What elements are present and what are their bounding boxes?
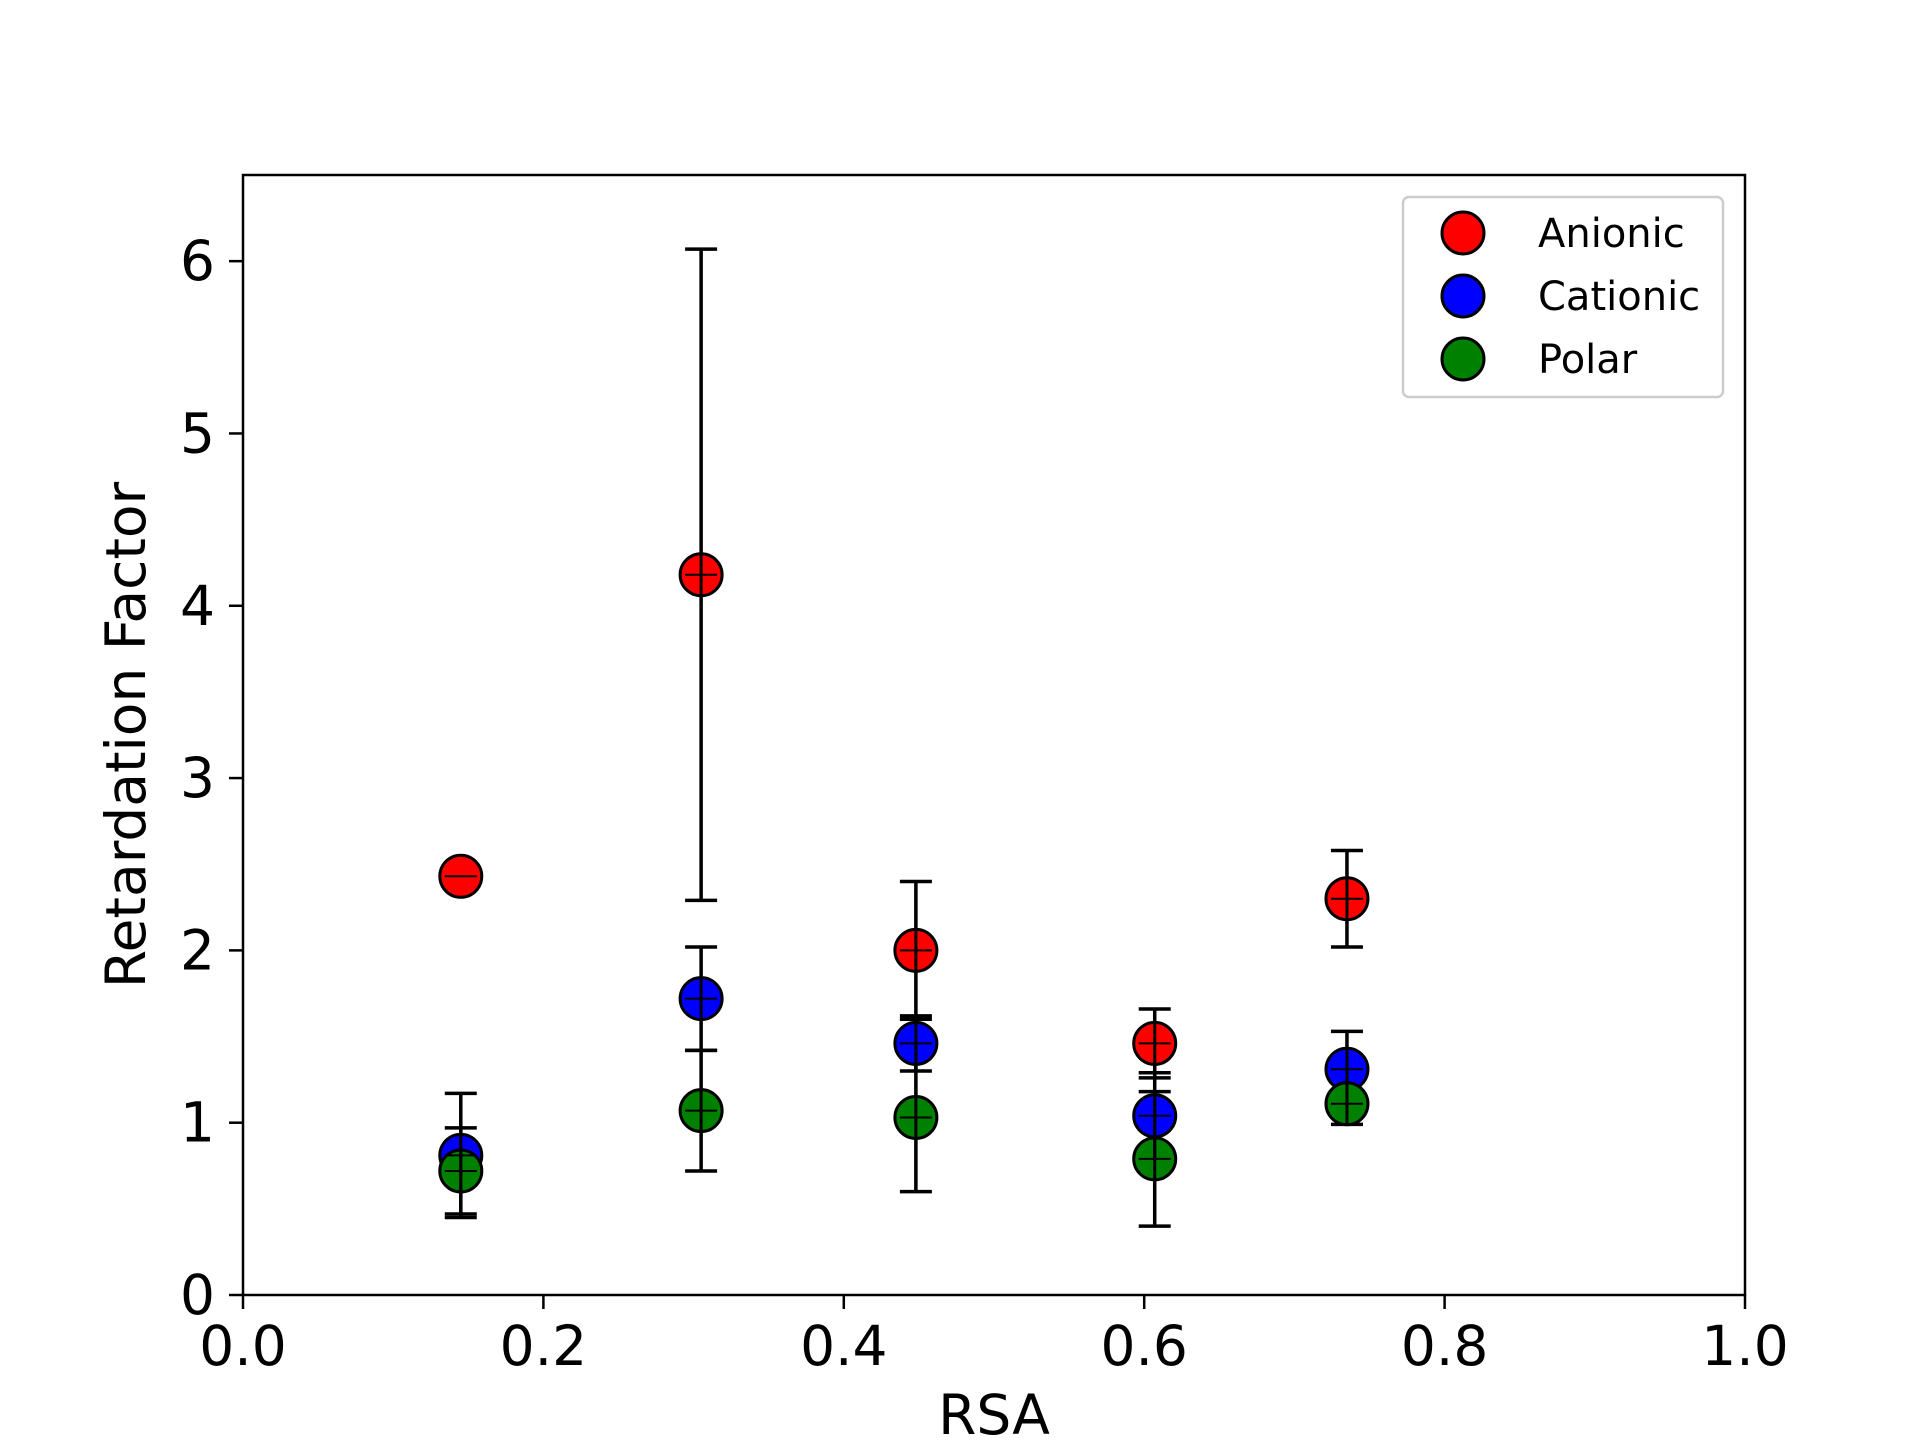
x-tick-label: 0.6 (1100, 1314, 1187, 1378)
legend-marker-polar (1440, 336, 1486, 382)
x-tick-label: 0.4 (800, 1314, 887, 1378)
y-tick-label: 1 (180, 1091, 215, 1155)
y-axis-ticks: 0 1 2 3 4 5 6 (180, 229, 243, 1327)
y-tick-label: 5 (180, 401, 215, 465)
x-tick-label: 0.2 (500, 1314, 587, 1378)
x-axis-ticks: 0.0 0.2 0.4 0.6 0.8 1.0 (199, 1295, 1789, 1378)
legend-label-anionic: Anionic (1538, 211, 1685, 257)
legend-marker-anionic (1440, 210, 1486, 256)
legend-marker-cationic (1440, 273, 1486, 319)
legend: Anionic Cationic Polar (1401, 195, 1725, 399)
x-tick-label: 0.8 (1401, 1314, 1488, 1378)
y-tick-label: 4 (180, 574, 215, 638)
legend-box (1401, 195, 1725, 399)
legend-label-cationic: Cationic (1538, 274, 1700, 320)
legend-label-polar: Polar (1538, 337, 1638, 383)
x-tick-label: 1.0 (1701, 1314, 1788, 1378)
y-tick-label: 2 (180, 918, 215, 982)
y-tick-label: 0 (180, 1263, 215, 1327)
x-tick-label: 0.0 (199, 1314, 286, 1378)
y-tick-label: 3 (180, 746, 215, 810)
y-tick-label: 6 (180, 229, 215, 293)
y-axis-label: Retardation Factor (94, 481, 158, 988)
data-points (438, 249, 1370, 1227)
plot-frame (241, 173, 1747, 1297)
x-axis-label: RSA (938, 1383, 1050, 1440)
